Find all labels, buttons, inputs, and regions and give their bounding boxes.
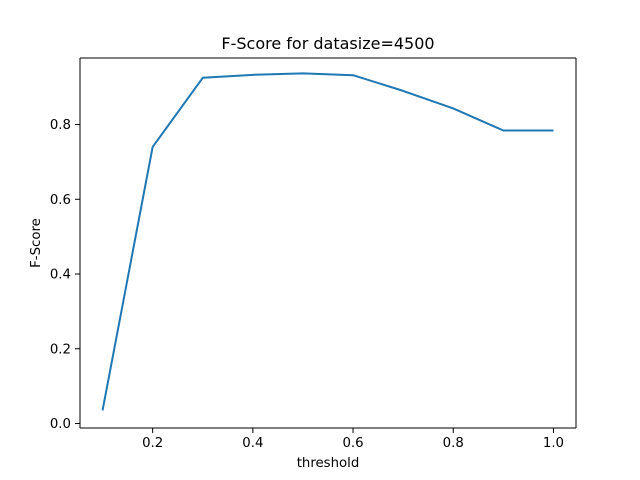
x-tick-label: 0.4 [242,436,263,451]
x-tick-label: 0.8 [443,436,464,451]
y-tick-label: 0.6 [50,193,71,208]
y-axis-ticks: 0.0 0.2 0.4 0.6 0.8 [50,118,80,432]
x-axis-ticks: 0.2 0.4 0.6 0.8 1.0 [142,428,564,451]
series-layer [101,72,554,411]
y-axis-label: F-Score [29,218,44,268]
series-line [101,72,554,411]
y-tick-label: 0.4 [50,268,71,283]
plot-area [80,58,576,428]
x-axis-label: threshold [297,456,360,471]
y-tick-label: 0.0 [50,417,71,432]
y-tick-label: 0.8 [50,118,71,133]
y-tick-label: 0.2 [50,342,71,357]
x-tick-label: 1.0 [543,436,564,451]
x-tick-label: 0.2 [142,436,163,451]
chart-title: F-Score for datasize=4500 [221,34,434,53]
x-tick-label: 0.6 [342,436,363,451]
